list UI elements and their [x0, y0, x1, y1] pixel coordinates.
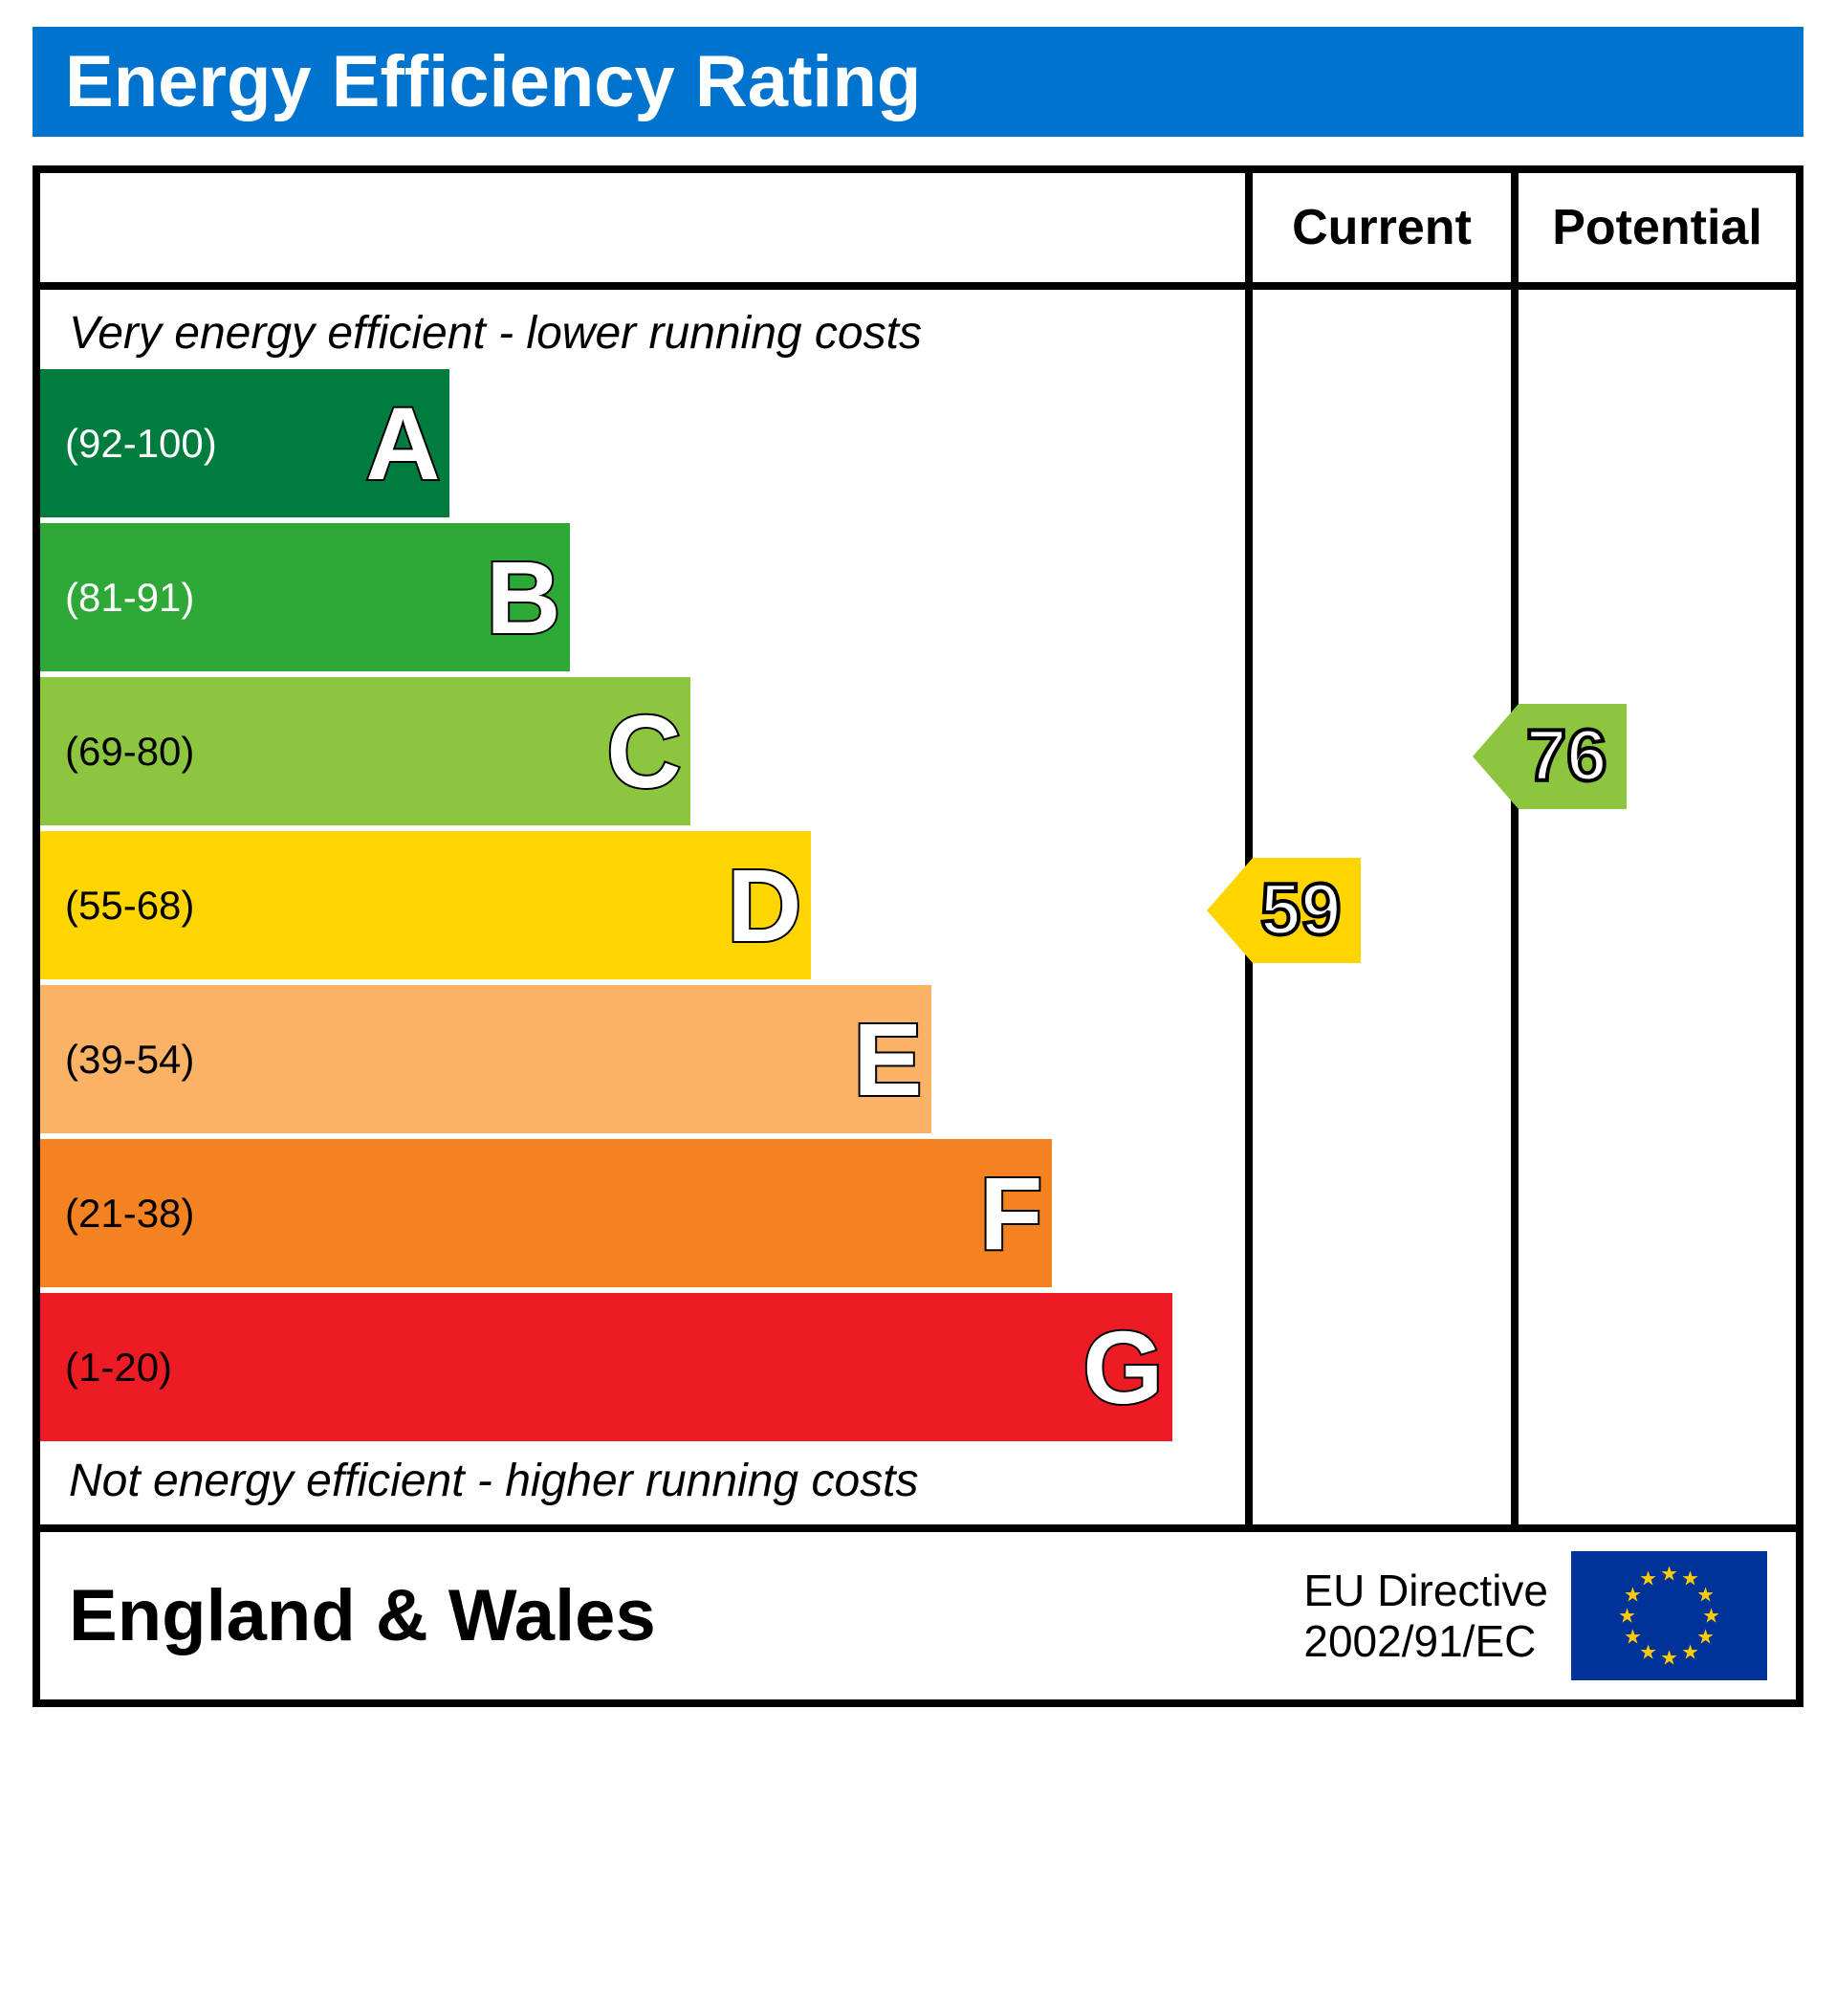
header-current: Current — [1245, 173, 1511, 282]
footer-region: England & Wales — [69, 1574, 1303, 1657]
band-F: (21-38) F — [40, 1139, 1245, 1287]
pointer-potential-arrow-icon — [1473, 704, 1519, 809]
col-current: 59 — [1245, 290, 1511, 1524]
header-potential-label: Potential — [1552, 199, 1762, 256]
eu-stars: ★★★★★★★★★★★★ — [1622, 1568, 1717, 1664]
header-potential: Potential — [1511, 173, 1796, 282]
band-bar-A: (92-100) A — [40, 369, 449, 517]
band-bar-B: (81-91) B — [40, 523, 570, 671]
band-bar-E: (39-54) E — [40, 985, 931, 1133]
band-bar-C: (69-80) C — [40, 677, 690, 825]
band-letter-A: A — [365, 383, 440, 503]
band-D: (55-68) D — [40, 831, 1245, 979]
band-G: (1-20) G — [40, 1293, 1245, 1441]
eu-star-icon: ★ — [1681, 1640, 1699, 1664]
band-C: (69-80) C — [40, 677, 1245, 825]
footer-row: England & Wales EU Directive 2002/91/EC … — [40, 1532, 1796, 1699]
header-current-label: Current — [1292, 199, 1472, 256]
col-potential: 76 — [1511, 290, 1796, 1524]
pointer-potential-value: 76 — [1519, 704, 1627, 809]
eu-star-icon: ★ — [1639, 1640, 1657, 1664]
eu-star-icon: ★ — [1624, 1625, 1642, 1649]
inefficient-label: Not energy efficient - higher running co… — [40, 1455, 1245, 1507]
header-row: Current Potential — [40, 173, 1796, 290]
band-letter-G: G — [1082, 1307, 1163, 1427]
band-letter-F: F — [979, 1153, 1042, 1273]
directive-line2: 2002/91/EC — [1303, 1616, 1548, 1667]
band-range-C: (69-80) — [40, 729, 194, 775]
band-range-B: (81-91) — [40, 575, 194, 621]
band-bar-G: (1-20) G — [40, 1293, 1172, 1441]
pointer-current-value: 59 — [1253, 858, 1361, 963]
band-range-A: (92-100) — [40, 421, 217, 467]
footer-directive: EU Directive 2002/91/EC — [1303, 1566, 1548, 1667]
band-E: (39-54) E — [40, 985, 1245, 1133]
efficient-label: Very energy efficient - lower running co… — [40, 307, 1245, 360]
chart-box: Current Potential Very energy efficient … — [33, 165, 1803, 1707]
band-range-D: (55-68) — [40, 883, 194, 929]
body-row: Very energy efficient - lower running co… — [40, 290, 1796, 1532]
header-spacer — [40, 173, 1245, 282]
band-range-F: (21-38) — [40, 1191, 194, 1237]
band-letter-C: C — [606, 691, 681, 811]
band-range-G: (1-20) — [40, 1345, 172, 1391]
band-range-E: (39-54) — [40, 1037, 194, 1083]
title-text: Energy Efficiency Rating — [65, 40, 921, 123]
band-bar-F: (21-38) F — [40, 1139, 1052, 1287]
band-A: (92-100) A — [40, 369, 1245, 517]
directive-line1: EU Directive — [1303, 1566, 1548, 1616]
title-bar: Energy Efficiency Rating — [33, 27, 1803, 137]
eu-star-icon: ★ — [1639, 1567, 1657, 1591]
pointer-current-arrow-icon — [1207, 858, 1253, 963]
epc-chart: Energy Efficiency Rating Current Potenti… — [0, 0, 1836, 2016]
band-letter-E: E — [853, 999, 922, 1119]
band-B: (81-91) B — [40, 523, 1245, 671]
eu-star-icon: ★ — [1660, 1562, 1678, 1586]
band-letter-D: D — [727, 845, 801, 965]
bands-area: Very energy efficient - lower running co… — [40, 290, 1245, 1524]
bands-container: (92-100) A (81-91) B (69-80) C (55-68) D (39-54)… — [40, 369, 1245, 1441]
band-bar-D: (55-68) D — [40, 831, 811, 979]
pointer-current: 59 — [1207, 858, 1361, 963]
eu-star-icon: ★ — [1618, 1604, 1636, 1628]
eu-star-icon: ★ — [1660, 1646, 1678, 1670]
pointer-potential: 76 — [1473, 704, 1627, 809]
band-letter-B: B — [486, 537, 560, 657]
eu-star-icon: ★ — [1696, 1625, 1715, 1649]
eu-flag-icon: ★★★★★★★★★★★★ — [1571, 1551, 1767, 1680]
